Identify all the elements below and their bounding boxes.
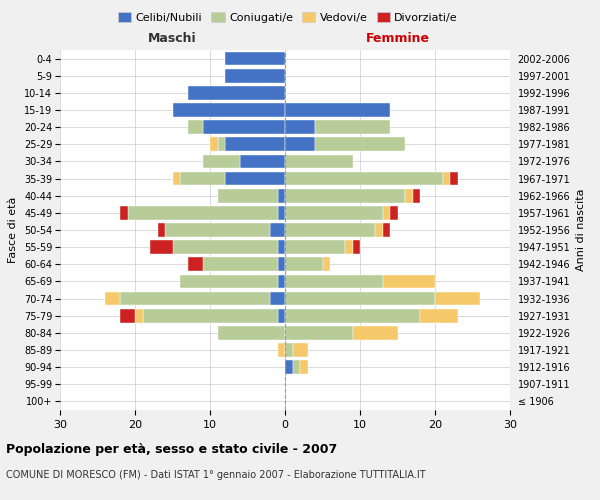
Bar	[157, 223, 165, 237]
Bar	[187, 258, 203, 271]
Y-axis label: Anni di nascita: Anni di nascita	[576, 188, 586, 271]
Bar	[390, 206, 398, 220]
Bar	[285, 138, 315, 151]
Bar	[345, 240, 353, 254]
Bar	[383, 223, 390, 237]
Bar	[353, 240, 360, 254]
Bar	[180, 274, 277, 288]
Bar	[277, 274, 285, 288]
Bar	[285, 172, 443, 185]
Bar	[285, 326, 353, 340]
Bar	[225, 138, 285, 151]
Bar	[187, 120, 203, 134]
Y-axis label: Fasce di età: Fasce di età	[8, 197, 19, 263]
Bar	[277, 240, 285, 254]
Text: Popolazione per età, sesso e stato civile - 2007: Popolazione per età, sesso e stato civil…	[6, 442, 337, 456]
Bar	[277, 206, 285, 220]
Bar	[285, 292, 435, 306]
Bar	[450, 172, 458, 185]
Bar	[285, 309, 420, 322]
Bar	[203, 258, 277, 271]
Bar	[173, 172, 180, 185]
Bar	[285, 240, 345, 254]
Bar	[218, 189, 277, 202]
Bar	[120, 292, 270, 306]
Bar	[285, 360, 293, 374]
Legend: Celibi/Nubili, Coniugati/e, Vedovi/e, Divorziati/e: Celibi/Nubili, Coniugati/e, Vedovi/e, Di…	[113, 8, 463, 28]
Bar	[218, 138, 225, 151]
Bar	[323, 258, 330, 271]
Bar	[277, 189, 285, 202]
Bar	[375, 223, 383, 237]
Bar	[383, 206, 390, 220]
Bar	[120, 309, 135, 322]
Bar	[443, 172, 450, 185]
Bar	[315, 138, 405, 151]
Bar	[203, 120, 285, 134]
Bar	[240, 154, 285, 168]
Bar	[270, 223, 285, 237]
Bar	[285, 258, 323, 271]
Bar	[300, 360, 308, 374]
Bar	[405, 189, 413, 202]
Bar	[225, 172, 285, 185]
Bar	[277, 309, 285, 322]
Bar	[285, 274, 383, 288]
Bar	[285, 223, 375, 237]
Bar	[420, 309, 458, 322]
Bar	[180, 172, 225, 185]
Bar	[225, 52, 285, 66]
Bar	[353, 326, 398, 340]
Bar	[315, 120, 390, 134]
Bar	[285, 343, 293, 357]
Bar	[285, 154, 353, 168]
Bar	[173, 240, 277, 254]
Bar	[218, 326, 285, 340]
Bar	[225, 69, 285, 82]
Bar	[120, 206, 128, 220]
Bar	[150, 240, 173, 254]
Bar	[105, 292, 120, 306]
Bar	[203, 154, 240, 168]
Bar	[285, 103, 390, 117]
Bar	[187, 86, 285, 100]
Bar	[293, 343, 308, 357]
Bar	[143, 309, 277, 322]
Bar	[165, 223, 270, 237]
Text: Femmine: Femmine	[365, 32, 430, 45]
Text: Maschi: Maschi	[148, 32, 197, 45]
Bar	[270, 292, 285, 306]
Bar	[293, 360, 300, 374]
Text: COMUNE DI MORESCO (FM) - Dati ISTAT 1° gennaio 2007 - Elaborazione TUTTITALIA.IT: COMUNE DI MORESCO (FM) - Dati ISTAT 1° g…	[6, 470, 425, 480]
Bar	[277, 258, 285, 271]
Bar	[285, 120, 315, 134]
Bar	[383, 274, 435, 288]
Bar	[285, 206, 383, 220]
Bar	[128, 206, 277, 220]
Bar	[435, 292, 480, 306]
Bar	[413, 189, 420, 202]
Bar	[277, 343, 285, 357]
Bar	[173, 103, 285, 117]
Bar	[210, 138, 218, 151]
Bar	[135, 309, 143, 322]
Bar	[285, 189, 405, 202]
